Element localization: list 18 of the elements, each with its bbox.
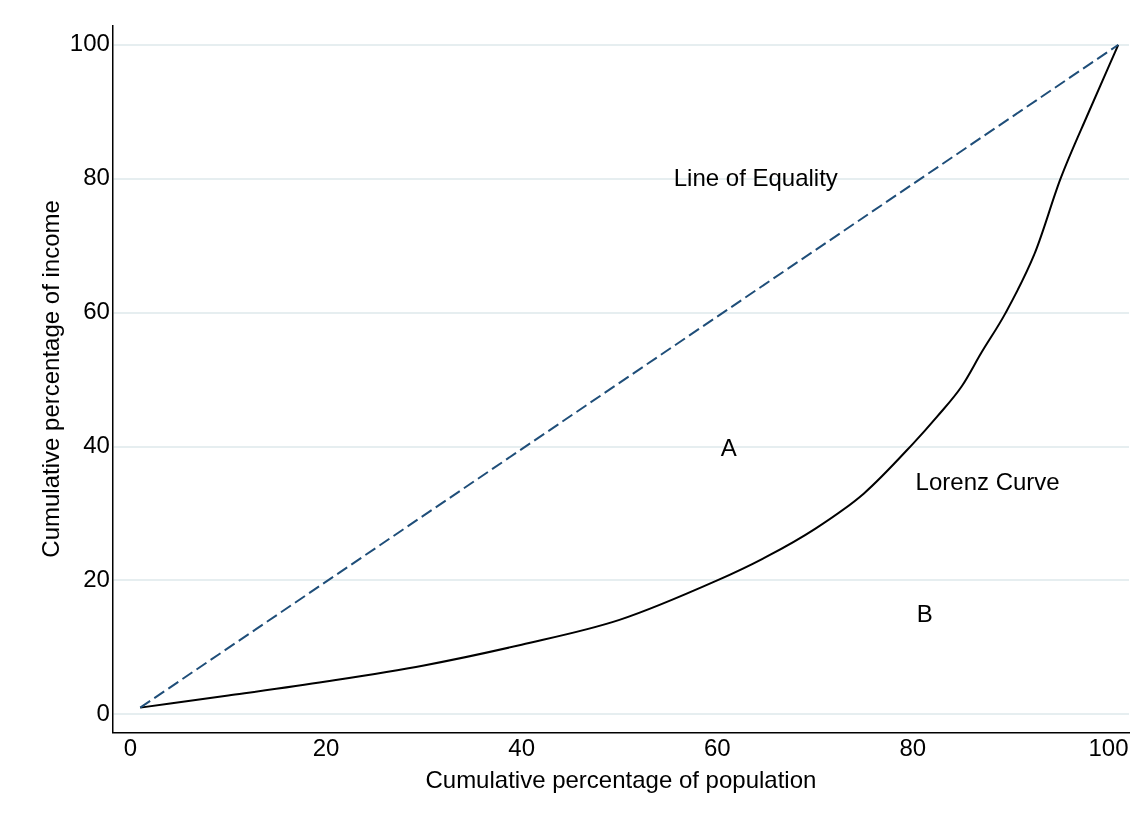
x-tick-label: 40 <box>508 734 535 762</box>
y-tick-label: 60 <box>83 297 110 325</box>
x-tick-label: 0 <box>123 734 138 762</box>
y-tick-label: 40 <box>83 431 110 459</box>
x-tick-label: 60 <box>703 734 731 762</box>
x-tick-label: 100 <box>1088 734 1129 762</box>
y-tick-label: 80 <box>83 163 110 191</box>
y-axis-title: Cumulative percentage of income <box>37 200 65 558</box>
annotation: B <box>916 600 933 628</box>
x-tick-label: 20 <box>312 734 340 762</box>
y-tick-label: 100 <box>69 29 110 57</box>
annotation: A <box>720 433 737 461</box>
x-axis-title: Cumulative percentage of population <box>425 766 817 794</box>
series-label: Line of Equality <box>673 164 838 192</box>
series-label: Lorenz Curve <box>915 468 1060 496</box>
x-tick-label: 80 <box>899 734 927 762</box>
y-tick-label: 0 <box>96 698 110 726</box>
y-tick-label: 20 <box>83 565 110 593</box>
